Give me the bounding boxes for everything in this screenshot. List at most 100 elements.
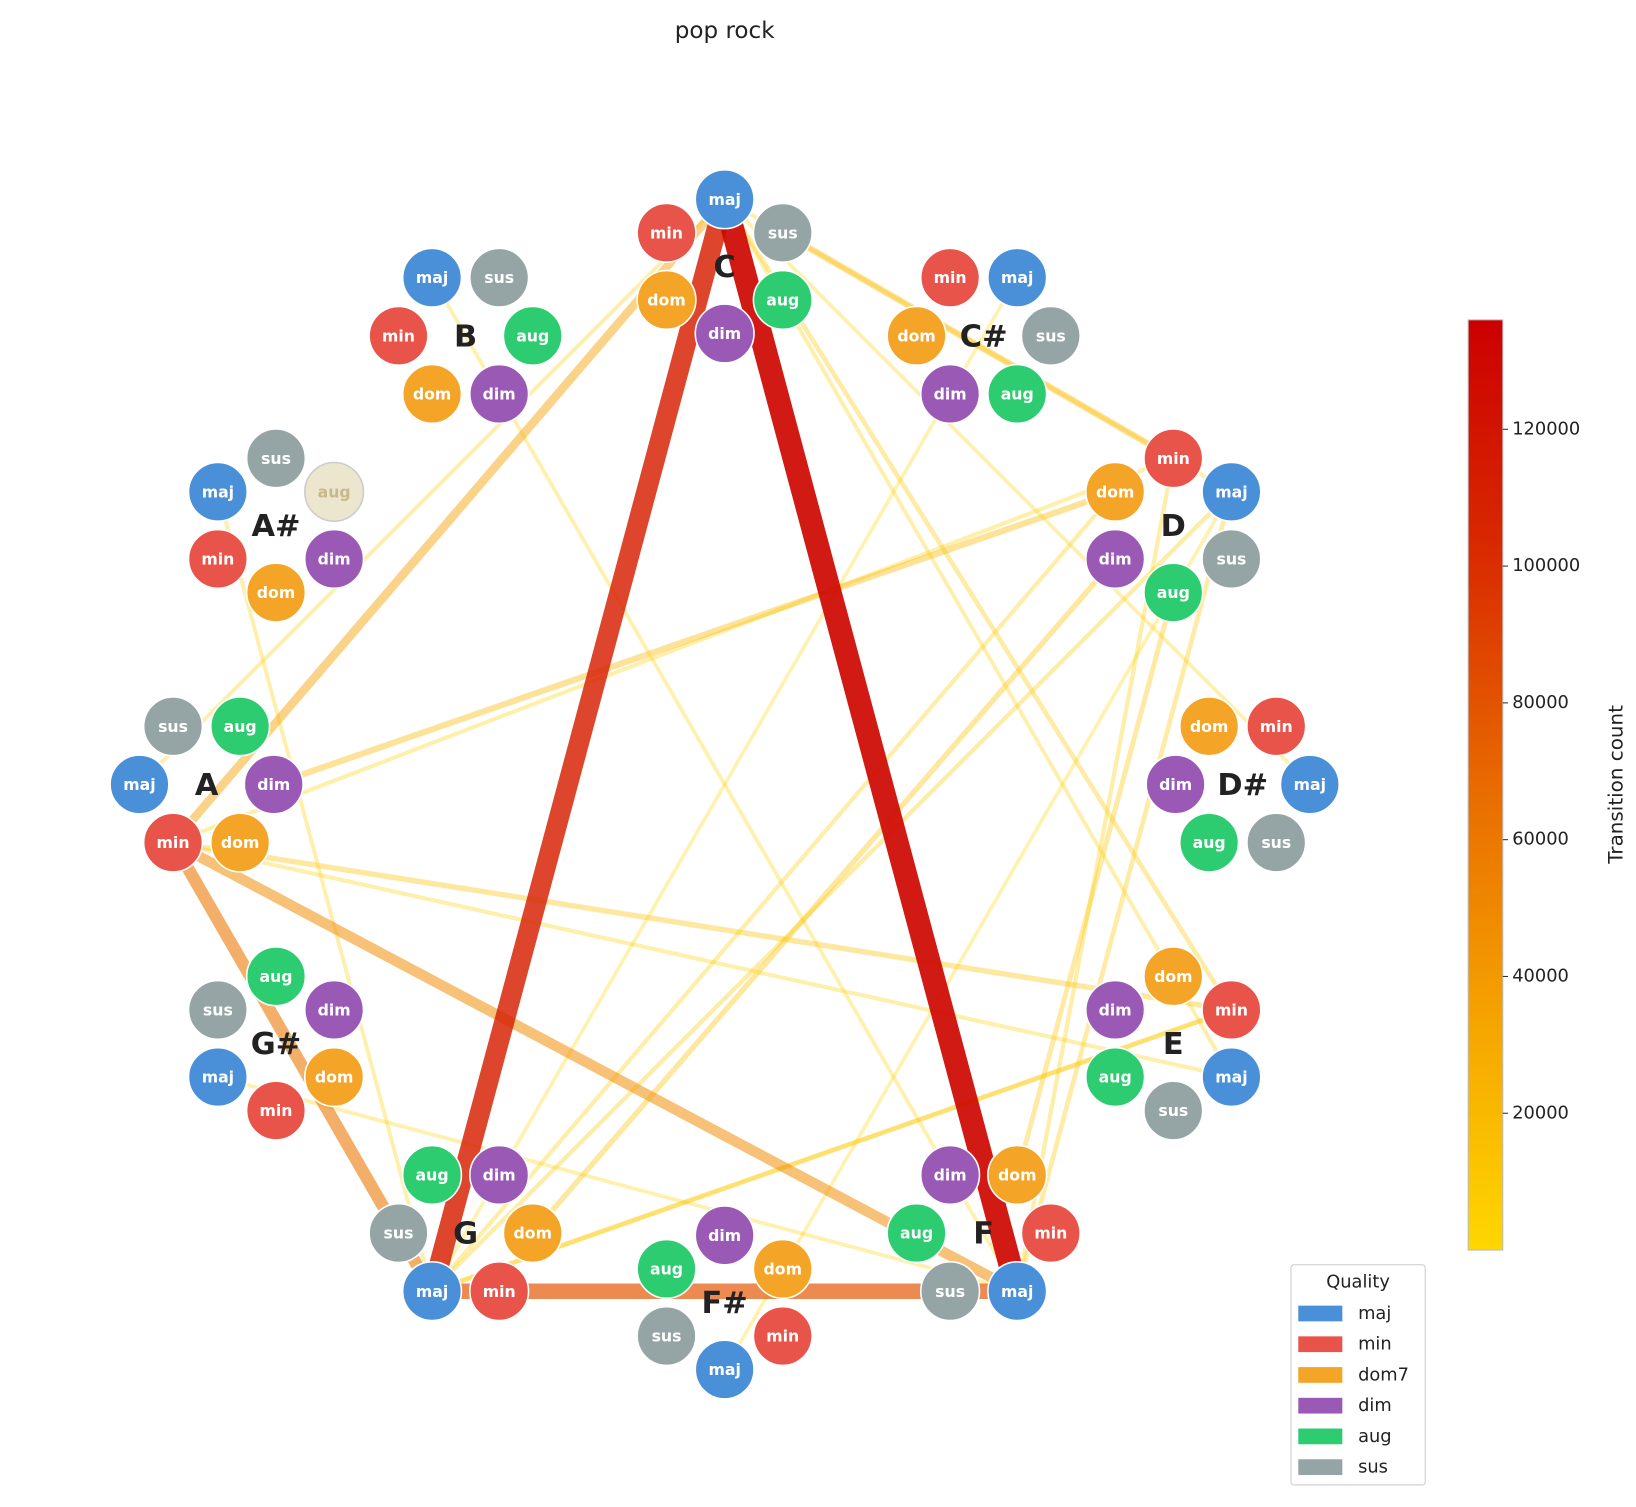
chord-node-label: sus [768,223,798,242]
chord-node [1179,696,1240,757]
chord-node-label: min [934,268,967,287]
chord-node-label: dom [257,583,295,602]
chord-node [1143,1080,1204,1141]
chord-node-label: dom [764,1259,802,1278]
colorbar [1467,319,1504,1251]
chord-node-label: dim [1099,550,1132,569]
transition-edge [430,275,1020,1294]
chord-node [919,247,981,308]
chord-node [187,979,249,1041]
chord-node-label: min [260,1101,293,1120]
root-label: F# [702,1286,748,1321]
chord-node [1020,305,1081,366]
legend-swatch [1298,1367,1343,1383]
chord-node-label: aug [1157,583,1190,602]
legend-swatch [1298,1459,1343,1475]
root-label: A [195,768,219,803]
root-label: E [1163,1027,1184,1062]
chord-node [1246,812,1307,873]
chord-node-label: dom [1154,967,1192,986]
root-label: F [973,1217,994,1252]
chord-node-label: aug [766,290,799,309]
chord-node [752,269,813,331]
chord-node [469,363,530,425]
chord-node-label: maj [202,482,234,501]
transition-edge [430,275,1020,1294]
legend-swatch [1298,1428,1343,1445]
colorbar-label: Transition count [1605,705,1628,865]
chord-node-label: sus [1158,1101,1188,1120]
chord-node [1201,979,1262,1041]
chord-node [694,1205,755,1266]
chord-node-label: sus [935,1282,965,1301]
chord-node-label: dom [897,326,935,345]
chord-node-label: dom [514,1224,552,1243]
chord-node-label: maj [1001,268,1033,287]
chord-node [1085,528,1146,590]
legend-swatch [1298,1336,1343,1353]
chord-node-label: min [382,326,415,345]
colorbar-tick-label: 120000 [1512,418,1580,439]
chord-node-label: sus [1216,550,1246,569]
chord-node [401,247,463,308]
transition-edge [429,489,1234,1294]
chord-node [1085,1046,1146,1108]
chord-node [210,696,271,757]
chord-node-label: dom [1096,482,1134,501]
chord-node-label: aug [318,482,351,501]
chord-node [987,1261,1048,1322]
root-label: A# [251,509,300,544]
transition-edge [170,456,1176,845]
chord-node [210,812,271,873]
colorbar-tick-label: 60000 [1512,829,1569,850]
chord-node [987,1144,1048,1206]
chord-node [303,1046,365,1108]
chord-node-label: aug [650,1259,683,1278]
chord-node-label: dim [1099,1000,1132,1019]
root-label: C# [960,319,1008,354]
colorbar-tick-label: 40000 [1512,965,1569,986]
chord-node [142,696,204,757]
chord-node-label: maj [1001,1282,1033,1301]
chord-node-label: min [650,223,683,242]
chord-node-label: maj [123,775,155,794]
chord-node [469,247,530,308]
legend-label: aug [1358,1426,1392,1447]
legend-swatch [1298,1397,1343,1414]
chord-node-label: sus [1261,833,1291,852]
chord-node-label: dim [483,384,516,403]
chord-node [303,528,365,590]
transition-edge [270,488,1119,788]
chord-node [368,305,429,366]
chord-node-label: sus [384,1224,414,1243]
chord-node-label: dim [708,324,741,343]
chord-node [919,1144,981,1206]
chord-node-label: sus [484,268,514,287]
chord-node-label: dim [483,1166,516,1185]
chord-node-label: dim [257,775,290,794]
chord-node [752,202,813,263]
colorbar-tick-label: 100000 [1512,555,1580,576]
chord-node-label: dom [221,833,259,852]
chord-node-label: maj [1215,482,1247,501]
transition-edge [215,489,435,1294]
legend-title: Quality [1326,1272,1390,1293]
chord-node-label: sus [261,449,291,468]
chord-node-label: dim [934,1166,967,1185]
chord-node-label: maj [708,190,740,209]
chord-node [919,1261,981,1322]
chord-node [469,1261,530,1322]
root-label: G# [251,1027,301,1062]
chord-node [245,1080,307,1141]
legend-label: maj [1358,1303,1391,1324]
root-label: B [454,319,477,354]
chord-node [636,202,697,263]
chord-node-label: dim [934,384,967,403]
legend-label: dim [1358,1395,1392,1416]
chord-node [886,1202,947,1264]
transition-edge [713,187,1029,1303]
chord-node [1020,1202,1081,1264]
chord-node [987,363,1048,425]
chord-node [368,1202,429,1264]
chord-node [401,363,463,425]
